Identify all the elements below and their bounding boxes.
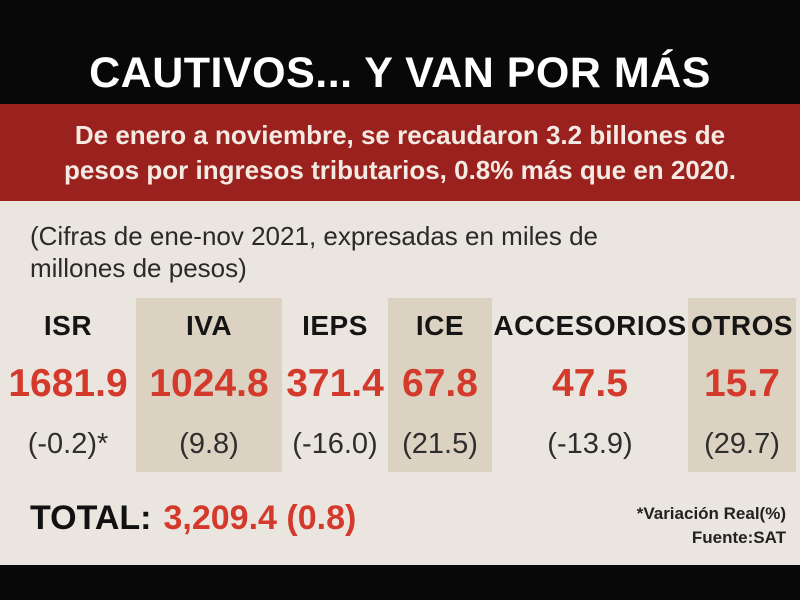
tax-label: ISR	[43, 310, 93, 341]
tax-variation: (9.8)	[179, 428, 239, 460]
tax-column-accesorios: ACCESORIOS 47.5 (-13.9)	[492, 298, 688, 472]
tax-variation: (29.7)	[704, 428, 780, 460]
tax-column-otros: OTROS 15.7 (29.7)	[688, 298, 796, 472]
page-title: CAUTIVOS... Y VAN POR MÁS	[89, 49, 711, 97]
subtitle-banner: De enero a noviembre, se recaudaron 3.2 …	[0, 104, 800, 201]
tax-value: 1681.9	[8, 362, 128, 405]
footnote-variation-note: *Variación Real(%)	[636, 504, 786, 523]
tax-value: 371.4	[286, 362, 384, 405]
tax-variation: (-0.2)*	[27, 428, 109, 460]
tax-variation: (-13.9)	[547, 428, 633, 460]
tax-columns: ISR 1681.9 (-0.2)* IVA 1024.8 (9.8) IEPS…	[0, 298, 800, 472]
total-row: TOTAL: 3,209.4 (0.8)	[30, 501, 356, 535]
footnote-source: Fuente:SAT	[691, 527, 786, 547]
total-label: TOTAL:	[30, 499, 152, 537]
footnote: *Variación Real(%) Fuente:SAT	[637, 502, 786, 550]
tax-value: 1024.8	[149, 362, 269, 405]
data-area: (Cifras de ene-nov 2021, expresadas en m…	[0, 201, 800, 565]
tax-variation: (21.5)	[402, 428, 478, 460]
tax-value: 67.8	[402, 362, 478, 405]
tax-column-ice: ICE 67.8 (21.5)	[388, 298, 492, 472]
tax-label: ICE	[415, 310, 465, 341]
tax-label: OTROS	[690, 310, 794, 341]
tax-value: 15.7	[704, 362, 780, 405]
tax-column-iva: IVA 1024.8 (9.8)	[136, 298, 282, 472]
tax-column-isr: ISR 1681.9 (-0.2)*	[0, 298, 136, 472]
bottom-black-bar	[0, 565, 800, 600]
total-value: 3,209.4 (0.8)	[163, 499, 357, 537]
tax-value: 47.5	[552, 362, 628, 405]
units-note: (Cifras de ene-nov 2021, expresadas en m…	[30, 221, 598, 283]
tax-column-ieps: IEPS 371.4 (-16.0)	[282, 298, 388, 472]
top-black-bar: CAUTIVOS... Y VAN POR MÁS	[0, 0, 800, 104]
tax-label: ACCESORIOS	[493, 310, 687, 341]
subtitle-text: De enero a noviembre, se recaudaron 3.2 …	[64, 120, 736, 185]
tax-variation: (-16.0)	[292, 428, 378, 460]
tax-label: IEPS	[302, 310, 368, 341]
tax-label: IVA	[185, 310, 233, 341]
